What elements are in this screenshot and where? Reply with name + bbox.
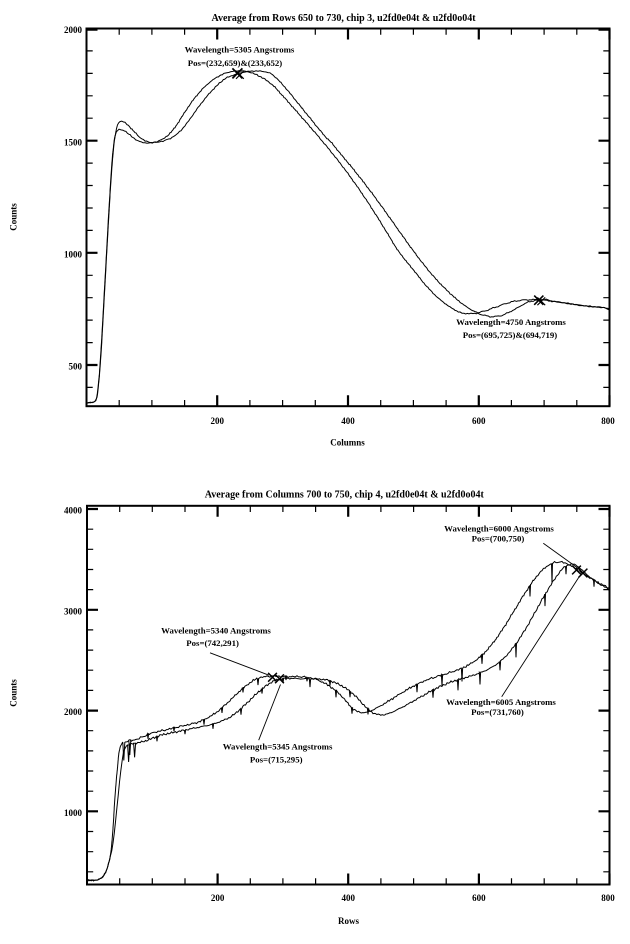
svg-text:2000: 2000	[64, 25, 83, 35]
svg-text:Wavelength=6005 Angstroms: Wavelength=6005 Angstroms	[446, 697, 556, 707]
svg-text:1000: 1000	[64, 808, 83, 818]
svg-text:Wavelength=4750 Angstroms: Wavelength=4750 Angstroms	[456, 317, 566, 327]
svg-text:Wavelength=5345 Angstroms: Wavelength=5345 Angstroms	[223, 742, 333, 752]
svg-text:400: 400	[342, 893, 356, 903]
svg-text:Wavelength=6000 Angstroms: Wavelength=6000 Angstroms	[444, 524, 554, 534]
svg-text:500: 500	[69, 362, 83, 372]
svg-text:2000: 2000	[64, 707, 83, 717]
svg-text:Average from Rows 650 to 730,: Average from Rows 650 to 730, chip 3, u2…	[211, 13, 476, 24]
svg-text:Columns: Columns	[330, 438, 365, 448]
svg-text:Pos=(742,291): Pos=(742,291)	[186, 638, 239, 648]
svg-text:Pos=(695,725)&(694,719): Pos=(695,725)&(694,719)	[463, 330, 558, 340]
svg-text:400: 400	[341, 416, 355, 426]
svg-text:Counts: Counts	[8, 679, 18, 707]
svg-text:200: 200	[211, 893, 225, 903]
svg-text:Rows: Rows	[338, 916, 359, 926]
svg-text:3000: 3000	[64, 606, 83, 616]
svg-text:Wavelength=5305 Angstroms: Wavelength=5305 Angstroms	[185, 45, 295, 55]
svg-text:Wavelength=5340 Angstroms: Wavelength=5340 Angstroms	[161, 626, 271, 636]
svg-text:600: 600	[472, 416, 486, 426]
svg-text:Pos=(715,295): Pos=(715,295)	[250, 755, 303, 765]
svg-text:Average from Columns 700 to 75: Average from Columns 700 to 750, chip 4,…	[205, 490, 485, 501]
svg-text:Counts: Counts	[8, 203, 18, 231]
svg-text:Pos=(731,760): Pos=(731,760)	[471, 707, 524, 717]
svg-text:4000: 4000	[64, 506, 83, 516]
svg-text:800: 800	[601, 893, 615, 903]
svg-text:200: 200	[211, 416, 225, 426]
svg-text:Pos=(700,750): Pos=(700,750)	[472, 534, 525, 544]
svg-text:Pos=(232,659)&(233,652): Pos=(232,659)&(233,652)	[188, 58, 283, 68]
svg-text:600: 600	[472, 893, 486, 903]
svg-text:800: 800	[601, 416, 615, 426]
svg-text:1500: 1500	[64, 137, 83, 147]
svg-text:1000: 1000	[64, 249, 83, 259]
